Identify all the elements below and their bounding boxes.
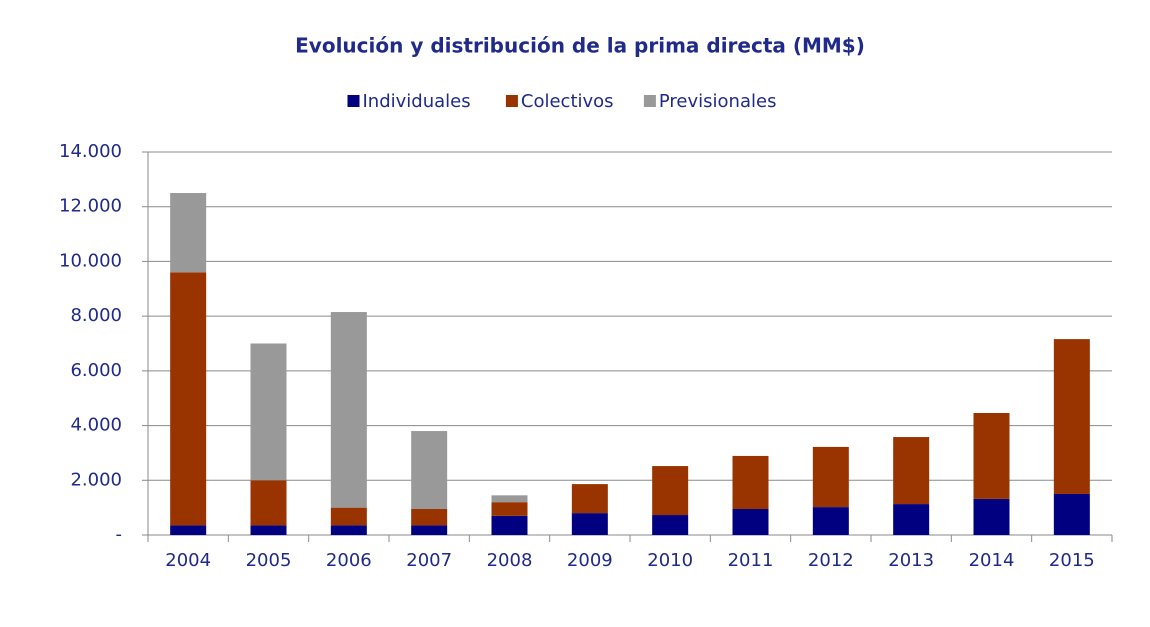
x-tick-label: 2005 [246,550,292,571]
bar-segment [491,495,528,503]
bar-segment [170,272,207,526]
x-tick-label: 2009 [567,550,613,571]
bar-segment [250,525,287,535]
x-tick-label: 2014 [969,550,1015,571]
bar-segment [491,502,528,516]
bar-segment [973,498,1010,535]
bar-segment [330,525,367,535]
bar-segment [893,504,930,535]
legend-label: Colectivos [521,91,614,112]
x-tick-label: 2013 [888,550,934,571]
x-tick-label: 2012 [808,550,854,571]
x-tick-label: 2011 [728,550,774,571]
y-tick-label: 6.000 [70,360,122,381]
bar-segment [571,484,608,514]
legend-swatch [505,95,518,107]
legend-swatch [347,95,360,107]
bar-segment [491,515,528,535]
x-tick-label: 2007 [406,550,452,571]
bar-segment [330,507,367,526]
y-tick-label: 4.000 [70,415,122,436]
bar-segment [170,193,207,273]
x-tick-label: 2010 [647,550,693,571]
bar-segment [1053,493,1090,535]
x-tick-label: 2004 [165,550,211,571]
bar-segment [411,431,448,510]
bar-segment [973,412,1010,499]
bar-segment [812,507,849,535]
bar-segment [411,525,448,535]
bar-segment [652,515,689,535]
bar-segment [732,509,769,535]
y-tick-label: 10.000 [59,250,122,271]
bar-segment [652,466,689,516]
x-tick-label: 2008 [487,550,533,571]
legend-swatch [643,95,656,107]
x-tick-label: 2006 [326,550,372,571]
legend-label: Individuales [363,91,471,112]
bar-segment [1053,339,1090,494]
bar-segment [411,509,448,526]
bar-segment [732,455,769,510]
bar-segment [812,446,849,508]
y-tick-label: 12.000 [59,196,122,217]
bar-segment [170,525,207,535]
y-tick-label: 2.000 [70,469,122,490]
y-tick-label: 8.000 [70,305,122,326]
legend-label: Previsionales [659,91,777,112]
x-tick-label: 2015 [1049,550,1095,571]
chart-title: Evolución y distribución de la prima dir… [295,34,865,58]
bar-segment [893,437,930,505]
y-tick-label: 14.000 [59,141,122,162]
bar-segment [571,513,608,535]
y-tick-label: - [116,524,123,545]
bar-segment [330,312,367,508]
bar-segment [250,480,287,526]
bar-segment [250,343,287,481]
